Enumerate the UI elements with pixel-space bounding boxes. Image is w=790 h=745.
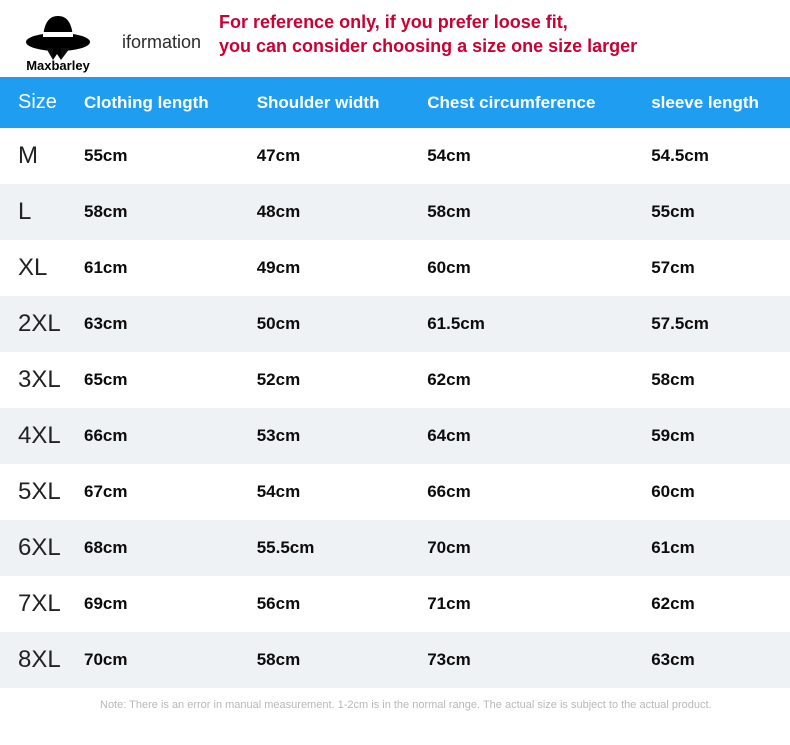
cell-chest: 62cm (413, 352, 637, 408)
cell-chest: 54cm (413, 128, 637, 184)
col-clothing-length: Clothing length (70, 77, 243, 128)
col-shoulder-width: Shoulder width (243, 77, 414, 128)
cell-clothing-length: 66cm (70, 408, 243, 464)
reference-note: For reference only, if you prefer loose … (219, 8, 637, 59)
table-row: 6XL68cm55.5cm70cm61cm (0, 520, 790, 576)
table-header-row: Size Clothing length Shoulder width Ches… (0, 77, 790, 128)
table-row: 5XL67cm54cm66cm60cm (0, 464, 790, 520)
cell-sleeve: 62cm (637, 576, 790, 632)
cell-sleeve: 57cm (637, 240, 790, 296)
cell-size: 8XL (0, 632, 70, 688)
table-row: 8XL70cm58cm73cm63cm (0, 632, 790, 688)
table-row: M55cm47cm54cm54.5cm (0, 128, 790, 184)
cell-shoulder-width: 54cm (243, 464, 414, 520)
cell-clothing-length: 67cm (70, 464, 243, 520)
cell-sleeve: 61cm (637, 520, 790, 576)
reference-note-line1: For reference only, if you prefer loose … (219, 12, 568, 32)
cell-chest: 60cm (413, 240, 637, 296)
cell-clothing-length: 65cm (70, 352, 243, 408)
cell-size: 7XL (0, 576, 70, 632)
cell-size: 6XL (0, 520, 70, 576)
cell-size: XL (0, 240, 70, 296)
brand-name: Maxbarley (26, 58, 90, 73)
cell-size: 2XL (0, 296, 70, 352)
cell-sleeve: 60cm (637, 464, 790, 520)
table-row: 7XL69cm56cm71cm62cm (0, 576, 790, 632)
cell-shoulder-width: 55.5cm (243, 520, 414, 576)
cell-size: M (0, 128, 70, 184)
col-sleeve: sleeve length (637, 77, 790, 128)
header: Maxbarley iformation For reference only,… (0, 0, 790, 77)
information-label: iformation (122, 28, 201, 53)
table-row: L58cm48cm58cm55cm (0, 184, 790, 240)
size-chart-table: Size Clothing length Shoulder width Ches… (0, 77, 790, 688)
cell-sleeve: 57.5cm (637, 296, 790, 352)
cell-shoulder-width: 49cm (243, 240, 414, 296)
cell-sleeve: 55cm (637, 184, 790, 240)
col-chest: Chest circumference (413, 77, 637, 128)
cell-clothing-length: 58cm (70, 184, 243, 240)
cell-clothing-length: 70cm (70, 632, 243, 688)
measurement-note: Note: There is an error in manual measur… (0, 688, 790, 720)
cell-shoulder-width: 58cm (243, 632, 414, 688)
cell-shoulder-width: 53cm (243, 408, 414, 464)
table-row: 4XL66cm53cm64cm59cm (0, 408, 790, 464)
cell-clothing-length: 63cm (70, 296, 243, 352)
cell-size: 3XL (0, 352, 70, 408)
cell-chest: 58cm (413, 184, 637, 240)
cell-clothing-length: 61cm (70, 240, 243, 296)
hat-silhouette-icon (23, 8, 93, 60)
cell-chest: 71cm (413, 576, 637, 632)
cell-shoulder-width: 48cm (243, 184, 414, 240)
cell-clothing-length: 69cm (70, 576, 243, 632)
cell-size: 4XL (0, 408, 70, 464)
cell-chest: 73cm (413, 632, 637, 688)
cell-clothing-length: 55cm (70, 128, 243, 184)
cell-shoulder-width: 50cm (243, 296, 414, 352)
cell-sleeve: 54.5cm (637, 128, 790, 184)
cell-chest: 61.5cm (413, 296, 637, 352)
cell-chest: 70cm (413, 520, 637, 576)
cell-chest: 64cm (413, 408, 637, 464)
table-row: 3XL65cm52cm62cm58cm (0, 352, 790, 408)
cell-sleeve: 58cm (637, 352, 790, 408)
table-row: XL61cm49cm60cm57cm (0, 240, 790, 296)
cell-size: 5XL (0, 464, 70, 520)
brand-logo: Maxbarley (12, 8, 104, 73)
cell-chest: 66cm (413, 464, 637, 520)
col-size: Size (0, 77, 70, 128)
cell-size: L (0, 184, 70, 240)
cell-clothing-length: 68cm (70, 520, 243, 576)
cell-shoulder-width: 56cm (243, 576, 414, 632)
cell-sleeve: 63cm (637, 632, 790, 688)
reference-note-line2: you can consider choosing a size one siz… (219, 36, 637, 56)
cell-shoulder-width: 52cm (243, 352, 414, 408)
table-row: 2XL63cm50cm61.5cm57.5cm (0, 296, 790, 352)
cell-shoulder-width: 47cm (243, 128, 414, 184)
cell-sleeve: 59cm (637, 408, 790, 464)
